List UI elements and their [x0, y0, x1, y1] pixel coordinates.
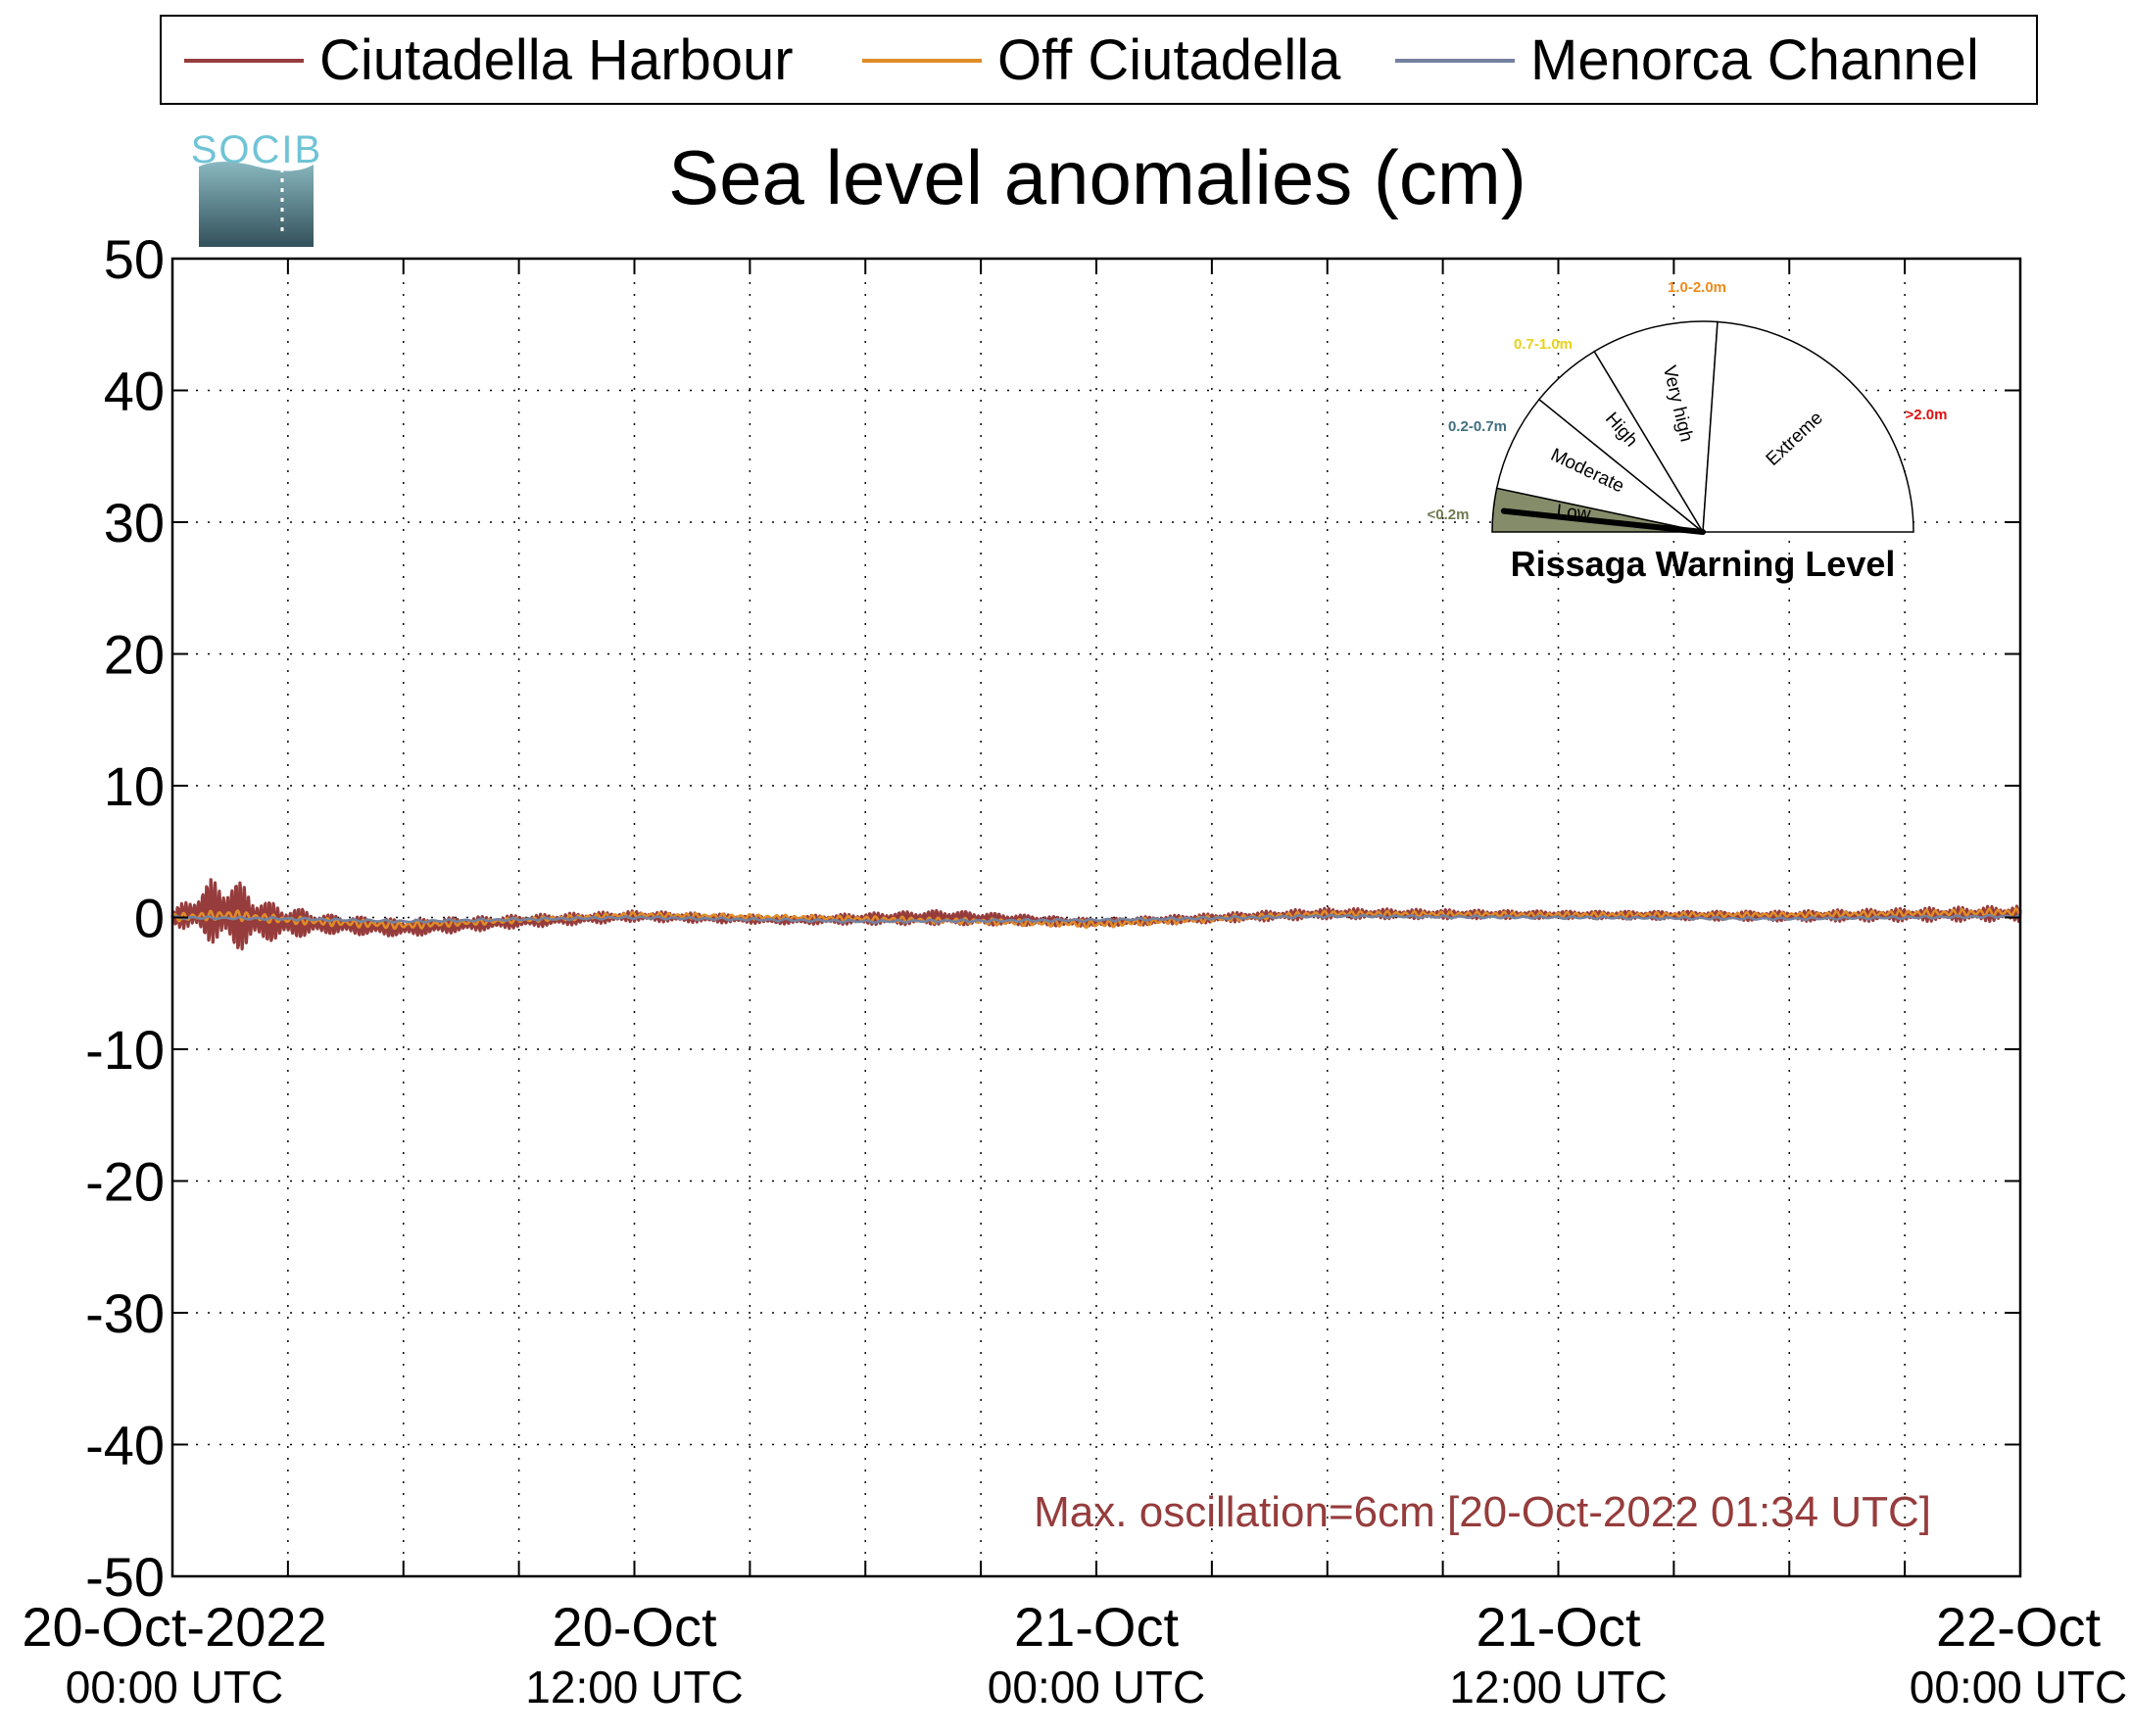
- gauge-range-label: >2.0m: [1906, 407, 1948, 423]
- chart-title: Sea level anomalies (cm): [668, 134, 1526, 220]
- series-line-menorca-channel: [171, 913, 2021, 925]
- legend-label-ciutadella-harbour: Ciutadella Harbour: [319, 28, 794, 92]
- y-tick-label: -10: [85, 1019, 165, 1081]
- legend-label-off-ciutadella: Off Ciutadella: [997, 28, 1341, 92]
- x-tick-label: 22-Oct: [1936, 1596, 2101, 1658]
- y-tick-label: -20: [85, 1151, 165, 1213]
- gauge-range-label: 0.7-1.0m: [1514, 336, 1573, 353]
- y-tick-label: -50: [85, 1546, 165, 1608]
- x-tick-label: 20-Oct: [552, 1596, 716, 1658]
- gauge-sector-moderate: [1495, 398, 1704, 533]
- x-tick-sublabel: 00:00 UTC: [66, 1662, 283, 1712]
- socib-logo-wave-icon: [199, 162, 314, 247]
- x-tick-sublabel: 00:00 UTC: [988, 1662, 1205, 1712]
- y-tick-label: 50: [104, 228, 165, 290]
- gauge-sector-extreme: [1702, 320, 1914, 533]
- gauge-range-label: <0.2m: [1428, 506, 1470, 523]
- max-oscillation-annotation: Max. oscillation=6cm [20-Oct-2022 01:34 …: [1034, 1488, 1931, 1536]
- x-tick-label: 20-Oct-2022: [22, 1596, 326, 1658]
- y-tick-label: 10: [104, 755, 165, 817]
- x-tick-sublabel: 12:00 UTC: [1449, 1662, 1667, 1712]
- y-tick-label: 30: [104, 492, 165, 554]
- gauge-needle: [1500, 507, 1706, 535]
- y-tick-label: -30: [85, 1282, 165, 1344]
- gauge-range-label: 0.2-0.7m: [1448, 418, 1507, 435]
- x-tick-sublabel: 12:00 UTC: [525, 1662, 743, 1712]
- legend-box: [160, 15, 2038, 105]
- y-tick-label: 0: [134, 888, 165, 949]
- series-layer: [170, 878, 2022, 951]
- x-tick-label: 21-Oct: [1014, 1596, 1179, 1658]
- legend: Ciutadella Harbour Off Ciutadella Menorc…: [160, 15, 2038, 105]
- axis-layer: 50403020100-10-20-30-40-5020-Oct-202200:…: [22, 228, 2127, 1712]
- x-tick-label: 21-Oct: [1476, 1596, 1640, 1658]
- y-tick-label: -40: [85, 1415, 165, 1476]
- legend-label-menorca-channel: Menorca Channel: [1530, 28, 1979, 92]
- gauge-range-label: 1.0-2.0m: [1668, 279, 1726, 296]
- gauge-sector-very-high: [1593, 320, 1719, 535]
- y-tick-label: 40: [104, 361, 165, 422]
- y-tick-label: 20: [104, 624, 165, 686]
- x-tick-sublabel: 00:00 UTC: [1910, 1662, 2127, 1712]
- gauge-title: Rissaga Warning Level: [1511, 544, 1896, 584]
- socib-logo: SOCIB: [191, 128, 320, 247]
